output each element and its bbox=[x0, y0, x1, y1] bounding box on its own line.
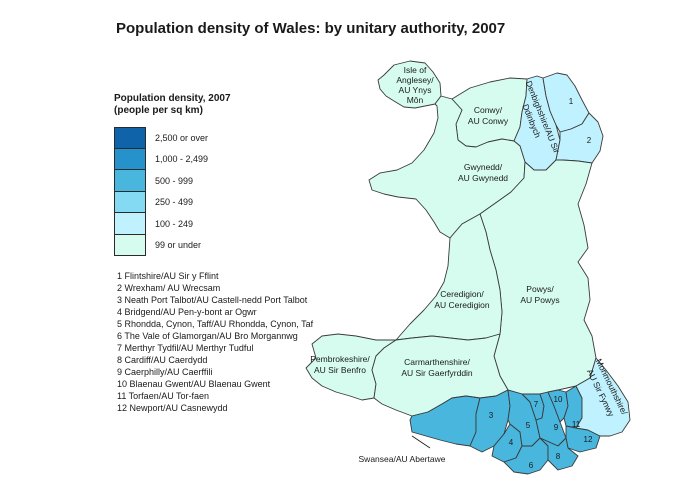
legend-label: 100 - 249 bbox=[155, 218, 194, 229]
key-item: 12 Newport/AU Casnewydd bbox=[117, 403, 228, 413]
label-anglesey-3: AU Ynys bbox=[399, 85, 432, 95]
label-ceredigion-1: Ceredigion/ bbox=[440, 289, 484, 299]
legend-row: 1,000 - 2,499 bbox=[114, 148, 231, 170]
legend-row: 99 or under bbox=[114, 234, 231, 256]
region-number-10: 10 bbox=[554, 395, 563, 404]
legend: Population density, 2007 (people per sq … bbox=[114, 93, 231, 256]
label-gwynedd-2: AU Gwynedd bbox=[458, 173, 508, 183]
region-anglesey bbox=[377, 60, 442, 109]
legend-row: 250 - 499 bbox=[114, 191, 231, 213]
key-item: 11 Torfaen/AU Tor-faen bbox=[117, 391, 210, 401]
legend-row: 2,500 or over bbox=[114, 127, 231, 149]
swansea-leader-line bbox=[411, 435, 431, 449]
legend-label: 500 - 999 bbox=[155, 175, 194, 186]
legend-row: 500 - 999 bbox=[114, 170, 231, 192]
label-powys-2: AU Powys bbox=[520, 295, 559, 305]
region-number-11: 11 bbox=[572, 420, 581, 429]
legend-row: 100 - 249 bbox=[114, 213, 231, 235]
key-item: 1 Flintshire/AU Sir y Fflint bbox=[117, 271, 219, 281]
label-carmarthenshire-2: AU Sir Gaerfyrddin bbox=[401, 368, 473, 378]
region-number-3: 3 bbox=[489, 411, 494, 420]
label-anglesey-1: Isle of bbox=[404, 65, 427, 75]
label-gwynedd-1: Gwynedd/ bbox=[464, 162, 503, 172]
label-anglesey-2: Anglesey/ bbox=[396, 75, 434, 85]
region-number-9: 9 bbox=[554, 423, 559, 432]
legend-swatch bbox=[114, 191, 146, 213]
legend-label: 2,500 or over bbox=[155, 132, 209, 143]
region-number-7: 7 bbox=[534, 400, 539, 409]
key-item: 6 The Vale of Glamorgan/AU Bro Morgannwg bbox=[117, 331, 298, 341]
legend-swatch bbox=[114, 148, 146, 170]
region-number-5: 5 bbox=[526, 421, 531, 430]
region-number-8: 8 bbox=[556, 452, 561, 461]
region-number-6: 6 bbox=[529, 461, 534, 470]
region-swansea bbox=[409, 395, 481, 447]
legend-swatch bbox=[114, 234, 146, 256]
legend-title-line-2: (people per sq km) bbox=[114, 105, 203, 116]
label-carmarthenshire-1: Carmarthenshire/ bbox=[404, 357, 470, 367]
legend-label: 250 - 499 bbox=[155, 197, 194, 208]
label-ceredigion-2: AU Ceredigion bbox=[434, 300, 490, 310]
legend-swatch bbox=[114, 213, 146, 235]
label-swansea: Swansea/AU Abertawe bbox=[359, 454, 446, 464]
key-item: 5 Rhondda, Cynon, Taff/AU Rhondda, Cynon… bbox=[117, 319, 314, 329]
key-item: 2 Wrexham/ AU Wrecsam bbox=[117, 283, 221, 293]
region-number-12: 12 bbox=[584, 435, 593, 444]
legend-swatch bbox=[114, 127, 146, 149]
label-powys-1: Powys/ bbox=[526, 284, 554, 294]
key-item: 7 Merthyr Tydfil/AU Merthyr Tudful bbox=[117, 343, 254, 353]
key-item: 9 Caerphilly/AU Caerffili bbox=[117, 367, 213, 377]
region-cardiff bbox=[539, 437, 579, 471]
label-pembrokeshire-1: Pembrokeshire/ bbox=[310, 354, 370, 364]
legend-swatch bbox=[114, 170, 146, 192]
legend-title-line-1: Population density, 2007 bbox=[114, 93, 231, 104]
key-item: 3 Neath Port Talbot/AU Castell-nedd Port… bbox=[117, 295, 308, 305]
label-anglesey-4: Môn bbox=[407, 95, 424, 105]
region-number-1: 1 bbox=[569, 97, 574, 106]
label-pembrokeshire-2: AU Sir Benfro bbox=[314, 365, 366, 375]
map-title: Population density of Wales: by unitary … bbox=[116, 20, 506, 37]
authority-key-list: 1 Flintshire/AU Sir y Fflint 2 Wrexham/ … bbox=[117, 270, 313, 414]
region-number-4: 4 bbox=[509, 438, 514, 447]
key-item: 4 Bridgend/AU Pen-y-bont ar Ogwr bbox=[117, 307, 257, 317]
legend-label: 1,000 - 2,499 bbox=[155, 154, 209, 165]
legend-label: 99 or under bbox=[155, 240, 202, 251]
region-number-2: 2 bbox=[587, 136, 592, 145]
key-item: 10 Blaenau Gwent/AU Blaenau Gwent bbox=[117, 379, 271, 389]
label-conwy-2: AU Conwy bbox=[468, 116, 509, 126]
region-monmouthshire bbox=[575, 357, 631, 437]
key-item: 8 Cardiff/AU Caerdydd bbox=[117, 355, 208, 365]
label-conwy-1: Conwy/ bbox=[474, 105, 503, 115]
